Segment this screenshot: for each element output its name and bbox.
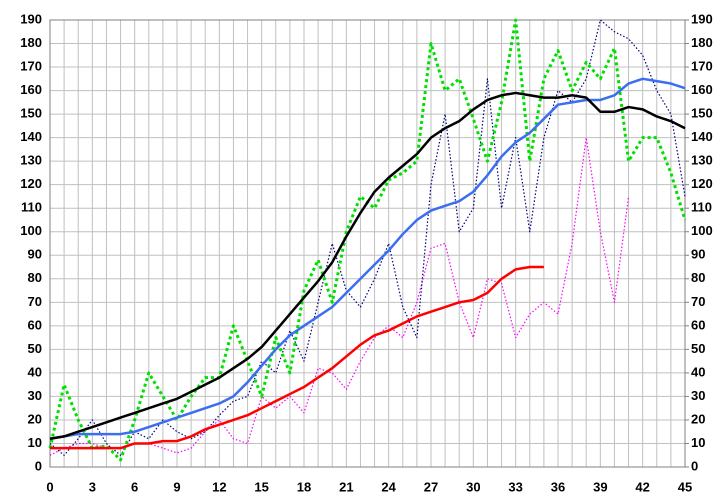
x-tick-label: 30 bbox=[466, 479, 480, 494]
y2-tick-label: 140 bbox=[691, 129, 713, 144]
x-tick-label: 33 bbox=[508, 479, 522, 494]
y2-tick-label: 130 bbox=[691, 153, 713, 168]
y-tick-label: 190 bbox=[20, 11, 42, 26]
plot-border bbox=[49, 19, 686, 468]
x-tick-label: 45 bbox=[678, 479, 692, 494]
y2-tick-label: 190 bbox=[691, 11, 713, 26]
series-line bbox=[48, 18, 687, 462]
y2-tick-label: 80 bbox=[691, 270, 705, 285]
x-tick-label: 12 bbox=[212, 479, 226, 494]
y-tick-label: 0 bbox=[35, 458, 42, 473]
y-tick-label: 160 bbox=[20, 82, 42, 97]
y2-tick-label: 110 bbox=[691, 200, 712, 215]
y2-tick-label: 180 bbox=[691, 35, 713, 50]
x-tick-label: 0 bbox=[46, 479, 53, 494]
y-tick-label: 60 bbox=[28, 317, 42, 332]
x-tick-label: 39 bbox=[593, 479, 607, 494]
y2-tick-label: 120 bbox=[691, 176, 713, 191]
y-tick-label: 40 bbox=[28, 364, 42, 379]
x-tick-label: 9 bbox=[173, 479, 180, 494]
y2-tick-label: 40 bbox=[691, 364, 705, 379]
y-tick-label: 10 bbox=[28, 435, 42, 450]
y2-tick-label: 60 bbox=[691, 317, 705, 332]
x-tick-label: 27 bbox=[424, 479, 438, 494]
y-tick-label: 100 bbox=[20, 223, 42, 238]
y2-tick-label: 20 bbox=[691, 411, 705, 426]
y-tick-label: 130 bbox=[20, 153, 42, 168]
y2-tick-label: 170 bbox=[691, 58, 713, 73]
series-line bbox=[50, 265, 544, 450]
y-tick-label: 90 bbox=[28, 247, 42, 262]
y2-tick-label: 30 bbox=[691, 388, 705, 403]
series-line bbox=[49, 137, 630, 456]
x-tick-label: 18 bbox=[297, 479, 311, 494]
x-tick-label: 21 bbox=[339, 479, 353, 494]
y2-tick-label: 10 bbox=[691, 435, 705, 450]
y2-tick-label: 70 bbox=[691, 294, 705, 309]
y-tick-label: 30 bbox=[28, 388, 42, 403]
y2-tick-label: 150 bbox=[691, 106, 713, 121]
y2-tick-label: 0 bbox=[691, 458, 698, 473]
y2-tick-label: 100 bbox=[691, 223, 713, 238]
y2-tick-label: 50 bbox=[691, 341, 705, 356]
x-tick-label: 42 bbox=[635, 479, 649, 494]
y-tick-label: 70 bbox=[28, 294, 42, 309]
series-line bbox=[49, 91, 686, 441]
y-tick-label: 110 bbox=[21, 200, 42, 215]
y-tick-label: 20 bbox=[28, 411, 42, 426]
x-tick-label: 36 bbox=[551, 479, 565, 494]
x-tick-label: 24 bbox=[381, 479, 396, 494]
series-line bbox=[49, 19, 686, 456]
y-tick-label: 80 bbox=[28, 270, 42, 285]
y-tick-label: 170 bbox=[20, 58, 42, 73]
y2-tick-label: 160 bbox=[691, 82, 713, 97]
y-tick-label: 150 bbox=[20, 106, 42, 121]
y-tick-label: 140 bbox=[20, 129, 42, 144]
x-tick-label: 6 bbox=[131, 479, 138, 494]
y2-tick-label: 90 bbox=[691, 247, 705, 262]
x-tick-label: 15 bbox=[254, 479, 268, 494]
y-tick-label: 50 bbox=[28, 341, 42, 356]
y-tick-label: 120 bbox=[20, 176, 42, 191]
y-tick-label: 180 bbox=[20, 35, 42, 50]
x-tick-label: 3 bbox=[89, 479, 96, 494]
series-line bbox=[49, 77, 686, 441]
